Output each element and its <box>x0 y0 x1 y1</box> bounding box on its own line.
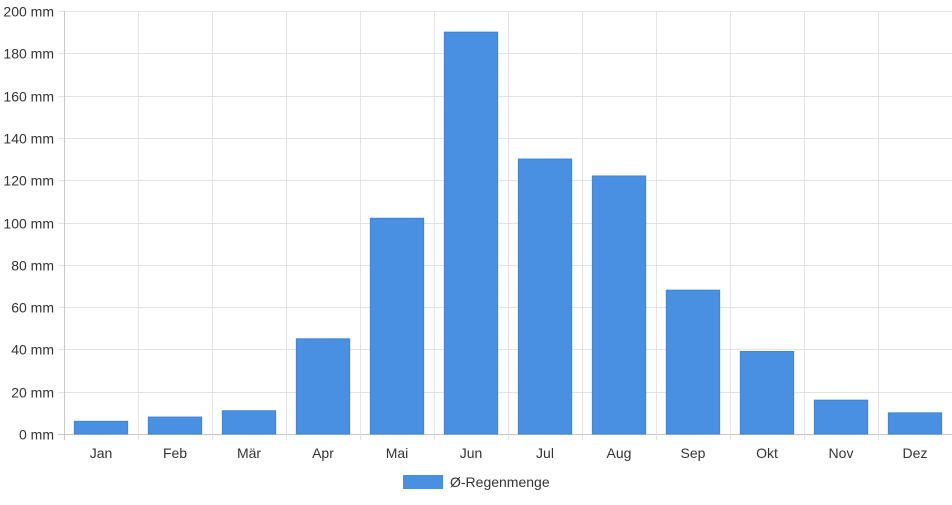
y-tick-label: 160 mm <box>3 89 54 105</box>
y-tick-label: 20 mm <box>11 385 54 401</box>
y-tick-label: 60 mm <box>11 300 54 316</box>
y-tick-label: 40 mm <box>11 342 54 358</box>
y-tick-label: 0 mm <box>19 427 54 443</box>
bar-mär[interactable] <box>221 410 277 435</box>
x-tick-label: Aug <box>607 445 632 461</box>
y-tick-label: 200 mm <box>3 4 54 20</box>
bars-layer <box>73 31 943 435</box>
x-tick-label: Jan <box>90 445 113 461</box>
y-tick-label: 80 mm <box>11 258 54 274</box>
bar-mai[interactable] <box>369 217 425 435</box>
x-tick-label: Feb <box>163 445 187 461</box>
grid-layer <box>58 11 952 440</box>
x-tick-label: Apr <box>312 445 334 461</box>
x-tick-label: Jun <box>460 445 483 461</box>
bar-sep[interactable] <box>665 289 721 435</box>
bar-apr[interactable] <box>295 338 351 435</box>
bar-dez[interactable] <box>887 412 943 435</box>
bar-aug[interactable] <box>591 175 647 435</box>
bar-jan[interactable] <box>73 420 129 435</box>
x-tick-label: Dez <box>903 445 928 461</box>
bar-nov[interactable] <box>813 399 869 435</box>
x-tick-label: Sep <box>681 445 706 461</box>
y-tick-label: 140 mm <box>3 131 54 147</box>
axis-layer: 0 mm 20 mm 40 mm 60 mm 80 mm 100 mm 120 mm 140 … <box>3 4 927 462</box>
x-tick-label: Nov <box>829 445 854 461</box>
bar-jul[interactable] <box>517 158 573 435</box>
x-tick-label: Okt <box>756 445 778 461</box>
y-tick-label: 180 mm <box>3 46 54 62</box>
bar-okt[interactable] <box>739 351 795 435</box>
x-tick-label: Mai <box>386 445 409 461</box>
legend-swatch[interactable] <box>403 475 443 489</box>
bar-jun[interactable] <box>443 31 499 435</box>
bar-feb[interactable] <box>147 416 203 435</box>
y-tick-label: 120 mm <box>3 173 54 189</box>
legend[interactable]: Ø-Regenmenge <box>403 474 550 490</box>
legend-label[interactable]: Ø-Regenmenge <box>450 474 550 490</box>
x-tick-label: Jul <box>536 445 554 461</box>
y-tick-label: 100 mm <box>3 216 54 232</box>
x-tick-label: Mär <box>237 445 261 461</box>
